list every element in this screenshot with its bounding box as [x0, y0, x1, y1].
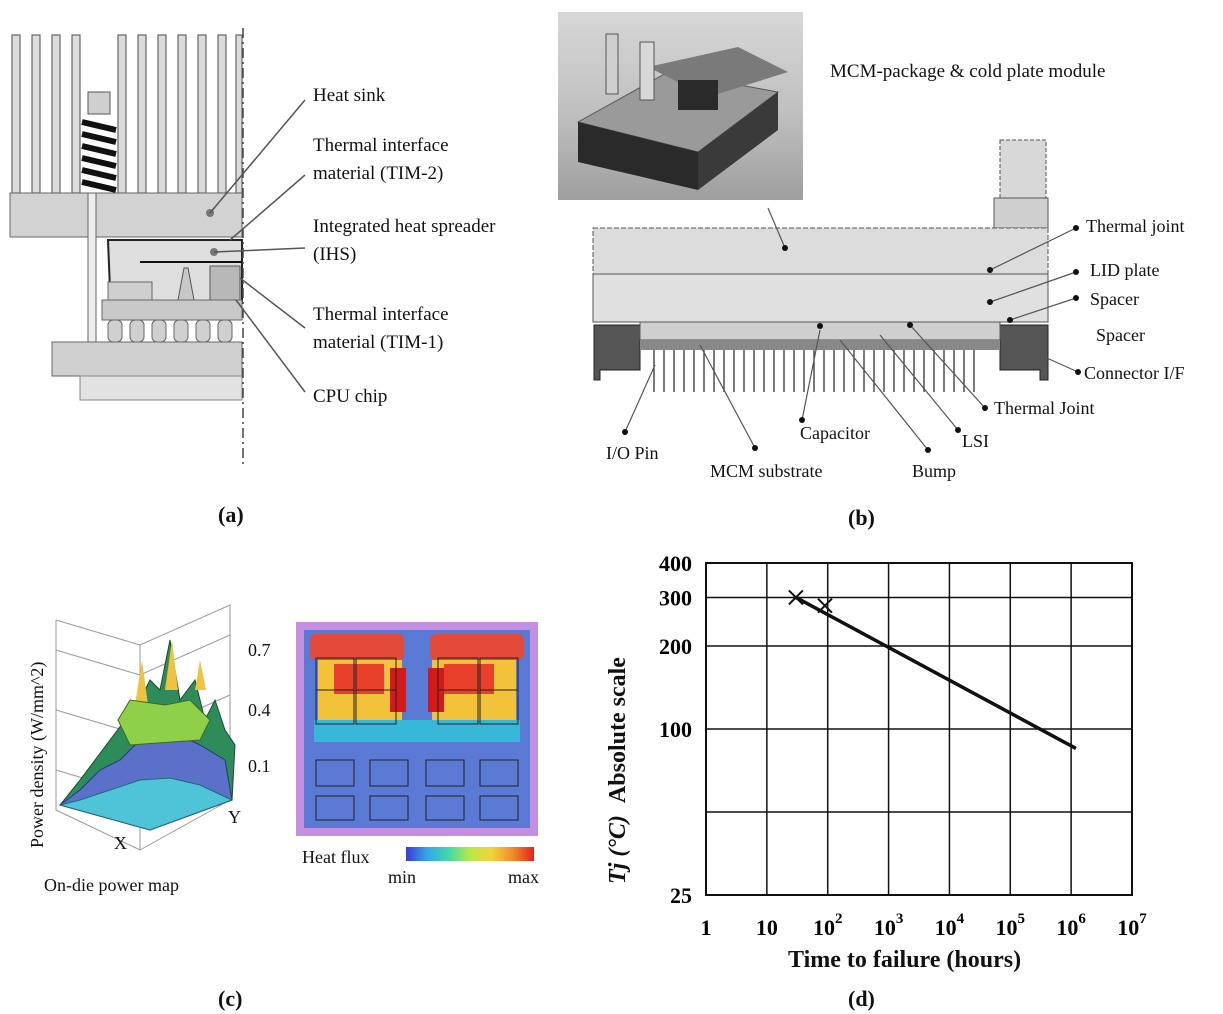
y-axis-label: Y: [228, 807, 241, 827]
y-label-absolute-scale: Absolute scale: [605, 657, 631, 804]
y-label-tj: Tj (°C): [605, 815, 631, 884]
series-line: [795, 595, 1077, 751]
y-tick-label: 100: [659, 717, 692, 742]
panel-a-caption: (a): [218, 502, 244, 527]
x-tick-label: 102: [813, 911, 843, 940]
spacer-label: Spacer: [1090, 289, 1139, 309]
mcm-package-photo: [558, 12, 803, 200]
z-tick-0-4: 0.4: [248, 700, 271, 720]
y-tick-label: 300: [659, 585, 692, 610]
y-tick-label: 25: [670, 883, 692, 908]
z-tick-0-1: 0.1: [248, 756, 271, 776]
mcm-photo-title: MCM-package & cold plate module: [830, 61, 1106, 82]
x-tick-label: 106: [1056, 911, 1086, 940]
capacitor-label: Capacitor: [800, 423, 870, 443]
tim1-label-line2: material (TIM-1): [313, 332, 444, 353]
heat-flux-label: Heat flux: [302, 847, 370, 867]
io-pin-label: I/O Pin: [606, 443, 659, 463]
lid-plate-label: LID plate: [1090, 260, 1160, 280]
x-marker: [788, 589, 804, 606]
x-tick-label: 105: [996, 911, 1025, 940]
tim1-label-line1: Thermal interface: [313, 304, 449, 325]
min-label: min: [388, 867, 417, 887]
panel-d-caption: (d): [848, 986, 875, 1011]
z-tick-0-7: 0.7: [248, 640, 271, 660]
chart-x-axis-label: Time to failure (hours): [788, 947, 1022, 973]
x-tick-label: 1: [701, 915, 712, 940]
thermal-joint-label: Thermal joint: [1086, 216, 1185, 236]
tim2-label-line2: material (TIM-2): [313, 163, 444, 184]
heat-sink-label: Heat sink: [313, 85, 386, 106]
tim2-label-line1: Thermal interface: [313, 135, 449, 156]
ihs-label-line1: Integrated heat spreader: [313, 216, 496, 237]
y-tick-label: 200: [659, 634, 692, 659]
x-axis-label: X: [114, 833, 127, 853]
panel-c-caption: (c): [218, 986, 243, 1011]
x-tick-label: 10: [756, 915, 778, 940]
panel-b-caption: (b): [848, 505, 875, 530]
max-label: max: [508, 867, 539, 887]
mcm-substrate-label: MCM substrate: [710, 461, 823, 481]
ihs-label-line2: (IHS): [313, 244, 357, 265]
connector-if-label: Connector I/F: [1084, 363, 1185, 383]
y-tick-label: 400: [659, 551, 692, 576]
lsi-label: LSI: [962, 431, 989, 451]
thermal-joint-label-2: Thermal Joint: [994, 398, 1095, 418]
heat-flux-colorbar: [406, 847, 534, 861]
cpu-chip-label: CPU chip: [313, 386, 388, 407]
spacer-label-2: Spacer: [1096, 325, 1145, 345]
x-marker: [817, 598, 833, 614]
on-die-power-map-label: On-die power map: [44, 875, 179, 895]
x-tick-label: 107: [1117, 911, 1147, 940]
chart-y-axis-label: Tj (°C) Absolute scale: [604, 657, 632, 884]
heat-flux-map: [296, 622, 538, 836]
x-tick-label: 103: [874, 911, 904, 940]
bump-label: Bump: [912, 461, 957, 481]
x-tick-label: 104: [935, 911, 965, 940]
